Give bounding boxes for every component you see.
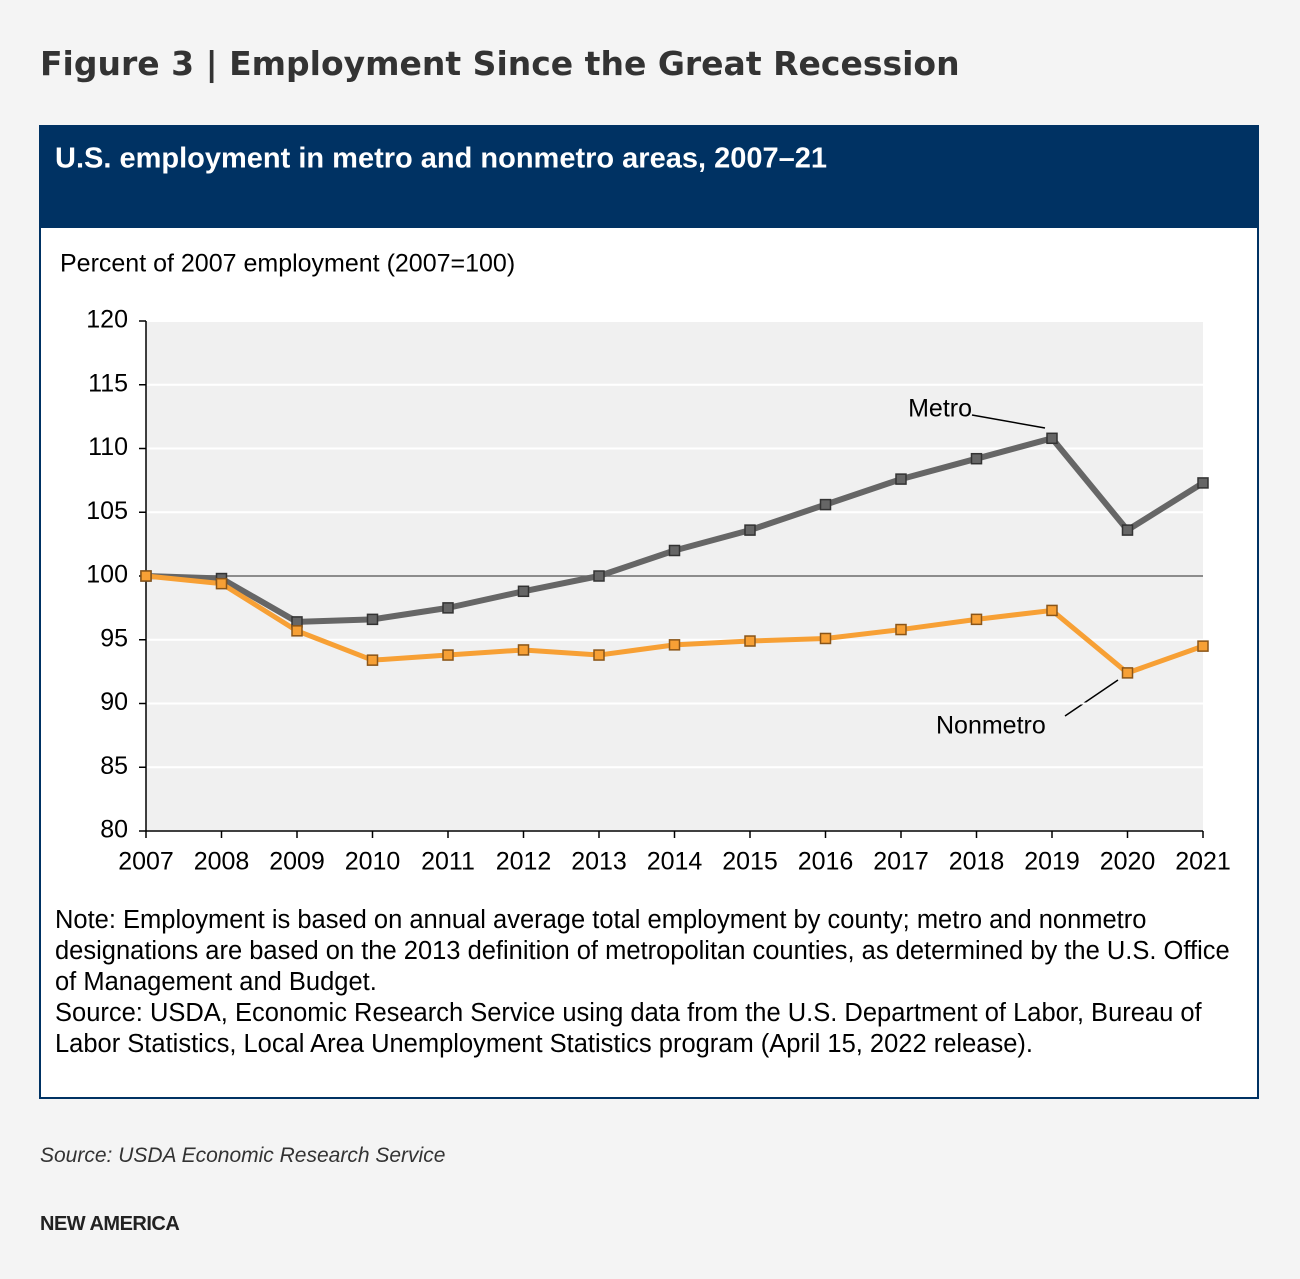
y-tick-label: 110 xyxy=(88,433,128,461)
y-tick-label: 115 xyxy=(88,369,128,397)
x-tick-label: 2016 xyxy=(798,848,854,876)
data-point xyxy=(442,649,454,661)
data-point xyxy=(1121,524,1134,536)
data-point xyxy=(668,544,681,557)
x-tick-label: 2010 xyxy=(345,848,401,876)
x-tick-label: 2014 xyxy=(647,848,703,876)
data-point xyxy=(819,498,832,511)
plot: 80 85 90 95 100 105 110 115 120 2007 2008 2009 2010 2… xyxy=(86,306,1231,876)
data-point xyxy=(895,473,907,485)
data-point xyxy=(366,613,379,626)
leader-line xyxy=(971,414,1046,429)
x-tick-label: 2018 xyxy=(949,848,1005,876)
data-point xyxy=(593,570,605,582)
leader-line xyxy=(1064,679,1119,717)
data-point xyxy=(744,524,756,536)
notes: Note: Employment is based on annual aver… xyxy=(55,905,1250,1060)
data-point xyxy=(517,585,530,598)
data-point xyxy=(140,570,152,582)
x-tick-label: 2020 xyxy=(1100,848,1156,876)
x-tick-label: 2019 xyxy=(1024,848,1080,876)
footer-source: Source: USDA Economic Research Service xyxy=(40,1144,446,1167)
series-label: Nonmetro xyxy=(936,712,1046,740)
x-tick-label: 2011 xyxy=(421,848,475,876)
data-point xyxy=(819,632,832,645)
y-tick-label: 100 xyxy=(86,561,128,589)
y-tick-label: 95 xyxy=(100,624,128,652)
data-point xyxy=(744,635,756,647)
y-tick-label: 80 xyxy=(100,816,128,844)
x-tick-label: 2021 xyxy=(1175,848,1231,876)
data-point xyxy=(442,602,454,614)
data-point xyxy=(215,577,228,590)
y-tick-label: 120 xyxy=(86,306,128,334)
x-tick-label: 2013 xyxy=(571,848,627,876)
data-point xyxy=(895,623,907,636)
data-point xyxy=(1046,604,1058,617)
data-point xyxy=(970,613,983,626)
x-tick-label: 2012 xyxy=(496,848,552,876)
data-point xyxy=(593,649,605,661)
y-axis-label: Percent of 2007 employment (2007=100) xyxy=(60,250,515,278)
source-note: Source: USDA, Economic Research Service … xyxy=(55,999,1202,1058)
x-tick-label: 2017 xyxy=(873,848,929,876)
chart-header xyxy=(40,126,1258,228)
chart-title: U.S. employment in metro and nonmetro ar… xyxy=(55,143,827,175)
figure-title: Figure 3 | Employment Since the Great Re… xyxy=(40,44,960,83)
data-point xyxy=(1197,477,1209,489)
series-label: Metro xyxy=(908,395,972,423)
data-point xyxy=(1197,640,1209,652)
x-tick-label: 2015 xyxy=(722,848,778,876)
x-tick-label: 2007 xyxy=(118,848,174,876)
data-point xyxy=(291,625,303,637)
data-point xyxy=(970,452,983,465)
y-tick-label: 105 xyxy=(86,497,128,525)
y-tick-label: 85 xyxy=(100,752,128,780)
note: Note: Employment is based on annual aver… xyxy=(55,906,1230,996)
x-tick-label: 2009 xyxy=(269,848,325,876)
data-point xyxy=(517,644,530,656)
brand: NEW AMERICA xyxy=(40,1213,180,1235)
x-tick-label: 2008 xyxy=(194,848,250,876)
data-point xyxy=(1121,667,1134,679)
data-point xyxy=(366,654,379,666)
data-point xyxy=(1046,432,1058,445)
y-tick-label: 90 xyxy=(100,688,128,716)
data-point xyxy=(668,639,681,651)
